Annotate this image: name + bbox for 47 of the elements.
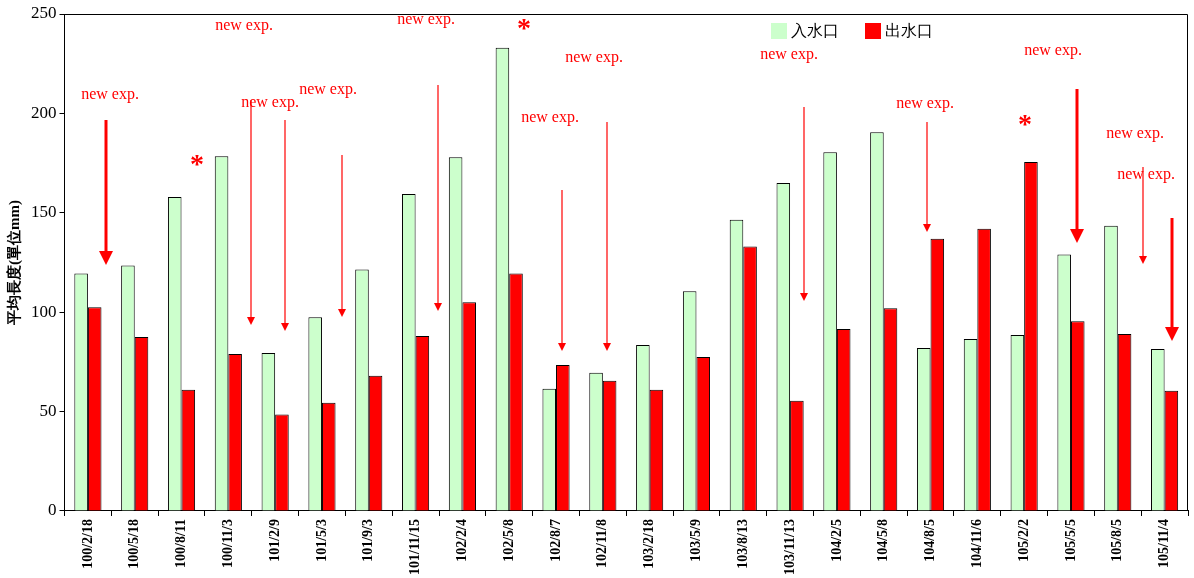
annotation: new exp. xyxy=(299,80,357,99)
x-tick-label: 102/11/8 xyxy=(594,518,610,569)
y-tick-label: 50 xyxy=(39,401,57,421)
x-tick-label: 105/8/5 xyxy=(1109,518,1125,562)
x-tick-label: 105/2/2 xyxy=(1015,518,1031,562)
annotation: * xyxy=(1018,108,1032,140)
x-tick-label: 102/2/4 xyxy=(454,518,470,562)
x-tick-label: 104/11/6 xyxy=(968,518,984,569)
y-tick-label: 100 xyxy=(31,301,57,321)
x-tick-label: 101/9/3 xyxy=(360,518,376,562)
annotation: new exp. xyxy=(1106,124,1164,143)
x-tick-label: 103/2/18 xyxy=(641,518,657,569)
x-tick-label: 103/11/13 xyxy=(781,518,797,576)
x-tick-label: 105/11/4 xyxy=(1156,518,1172,569)
x-tick-label: 101/2/9 xyxy=(266,518,282,562)
x-tick-label: 100/5/18 xyxy=(126,518,142,569)
annotation: new exp. xyxy=(397,10,455,29)
x-tick-label: 102/5/8 xyxy=(500,518,516,562)
x-tick-label: 103/5/9 xyxy=(688,518,704,562)
x-tick-label: 103/8/13 xyxy=(734,518,750,569)
x-tick-label: 105/5/5 xyxy=(1062,518,1078,562)
y-tick-label: 150 xyxy=(31,202,57,222)
y-tick-label: 250 xyxy=(31,3,57,23)
annotation: new exp. xyxy=(896,94,954,113)
annotation: new exp. xyxy=(760,45,818,64)
annotation: new exp. xyxy=(215,16,273,35)
x-tick-label: 100/8/11 xyxy=(173,518,189,569)
annotation: new exp. xyxy=(521,108,579,127)
x-tick-label: 101/5/3 xyxy=(313,518,329,562)
y-axis-title: 平均長度(單位mm) xyxy=(4,200,23,326)
annotation: new exp. xyxy=(565,48,623,67)
x-tick-label: 104/5/8 xyxy=(875,518,891,562)
y-tick-label: 200 xyxy=(31,102,57,122)
annotation: new exp. xyxy=(1024,41,1082,60)
y-tick-label: 0 xyxy=(48,500,57,520)
x-tick-label: 104/8/5 xyxy=(922,518,938,562)
annotation: * xyxy=(517,12,531,44)
annotation: * xyxy=(190,148,204,180)
legend-label: 出水口 xyxy=(885,22,933,40)
annotation: new exp. xyxy=(241,93,299,112)
annotation: new exp. xyxy=(81,85,139,104)
x-tick-label: 100/2/18 xyxy=(79,518,95,569)
x-tick-label: 101/11/15 xyxy=(407,518,423,576)
x-tick-label: 100/11/3 xyxy=(219,518,235,569)
legend-label: 入水口 xyxy=(791,22,839,40)
x-tick-label: 104/2/5 xyxy=(828,518,844,562)
x-tick-label: 102/8/7 xyxy=(547,518,563,562)
